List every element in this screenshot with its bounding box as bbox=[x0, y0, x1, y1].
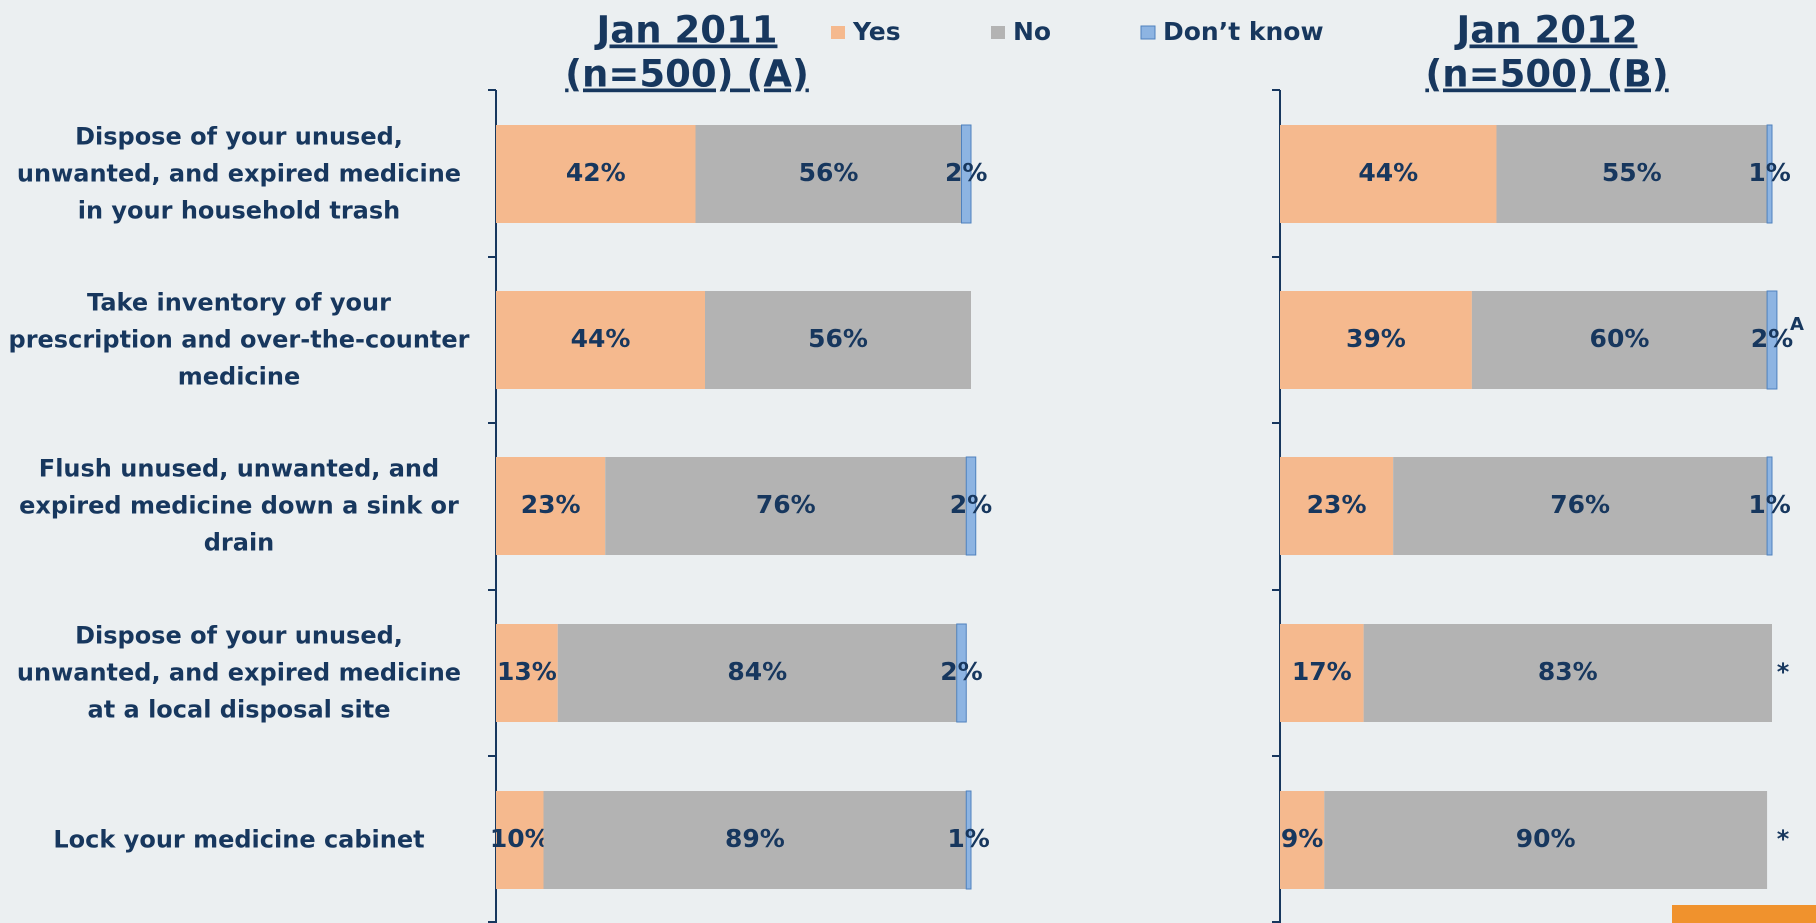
bar-segment bbox=[1393, 457, 1768, 555]
data-label: 2% bbox=[940, 657, 982, 686]
legend-swatch bbox=[1140, 25, 1156, 40]
data-label: 44% bbox=[1358, 158, 1418, 187]
legend-label: Don’t know bbox=[1163, 17, 1324, 46]
category-label: Flush unused, unwanted, and expired medi… bbox=[19, 454, 459, 557]
legend-swatch bbox=[831, 26, 845, 39]
bar-segment bbox=[496, 624, 558, 722]
bar-segment bbox=[543, 791, 967, 889]
data-label: 90% bbox=[1516, 824, 1576, 853]
bar-segment bbox=[1471, 291, 1768, 389]
data-label: 76% bbox=[1550, 490, 1610, 519]
panel-subtitle: (n=500) (B) bbox=[1425, 53, 1668, 96]
data-label: 2% bbox=[1751, 324, 1793, 353]
category-label: Dispose of your unused, unwanted, and ex… bbox=[16, 621, 462, 724]
category-label: Take inventory of your prescription and … bbox=[8, 288, 470, 391]
category-label: Dispose of your unused, unwanted, and ex… bbox=[16, 122, 462, 225]
bar-segment bbox=[1280, 125, 1497, 223]
bar-segment bbox=[1324, 791, 1768, 889]
category-label: Lock your medicine cabinet bbox=[53, 825, 425, 854]
bar-segment bbox=[705, 291, 971, 389]
data-label: 89% bbox=[725, 824, 785, 853]
data-label: 76% bbox=[756, 490, 816, 519]
data-label: 23% bbox=[1307, 490, 1367, 519]
legend-swatch bbox=[991, 26, 1005, 39]
data-label: 39% bbox=[1346, 324, 1406, 353]
data-label: 55% bbox=[1602, 158, 1662, 187]
data-label: 1% bbox=[947, 824, 989, 853]
bar-segment bbox=[557, 624, 957, 722]
bar-segment bbox=[496, 457, 606, 555]
data-label: 13% bbox=[497, 657, 557, 686]
decor bbox=[1672, 905, 1816, 923]
data-label: 56% bbox=[808, 324, 868, 353]
bar-segment bbox=[496, 125, 696, 223]
bar-segment bbox=[1766, 290, 1778, 390]
bar-segment bbox=[496, 291, 705, 389]
annotation: A bbox=[1790, 314, 1804, 335]
bar-segment bbox=[695, 125, 962, 223]
panel-subtitle: (n=500) (A) bbox=[565, 53, 809, 96]
bar-segment bbox=[965, 456, 977, 556]
panel-title: Jan 2011 bbox=[594, 9, 778, 52]
bar-segment bbox=[1280, 457, 1394, 555]
bar-segment bbox=[961, 124, 972, 224]
bar-segment bbox=[1766, 124, 1773, 224]
bar-segment bbox=[1280, 291, 1472, 389]
bar-segment bbox=[1496, 125, 1768, 223]
annotation: * bbox=[1777, 825, 1790, 853]
bar-segment bbox=[1280, 791, 1325, 889]
data-label: 83% bbox=[1538, 657, 1598, 686]
legend-label: Yes bbox=[852, 17, 901, 46]
bar-segment bbox=[605, 457, 967, 555]
data-label: 2% bbox=[945, 158, 987, 187]
bar-segment bbox=[956, 623, 967, 723]
bar-segment bbox=[1766, 456, 1773, 556]
bar-segment bbox=[965, 790, 972, 890]
data-label: 42% bbox=[566, 158, 626, 187]
data-label: 23% bbox=[521, 490, 581, 519]
data-label: 60% bbox=[1590, 324, 1650, 353]
data-label: 17% bbox=[1292, 657, 1352, 686]
data-label: 1% bbox=[1748, 158, 1790, 187]
data-label: 84% bbox=[727, 657, 787, 686]
data-label: 2% bbox=[950, 490, 992, 519]
bar-segment bbox=[1280, 624, 1364, 722]
panel-title: Jan 2012 bbox=[1454, 9, 1638, 52]
legend-label: No bbox=[1013, 17, 1051, 46]
bar-segment bbox=[496, 791, 544, 889]
annotation: * bbox=[1777, 658, 1790, 686]
data-label: 9% bbox=[1281, 824, 1323, 853]
data-label: 44% bbox=[571, 324, 631, 353]
bar-segment bbox=[1363, 624, 1772, 722]
data-label: 1% bbox=[1748, 490, 1790, 519]
data-label: 56% bbox=[799, 158, 859, 187]
data-label: 10% bbox=[490, 824, 550, 853]
